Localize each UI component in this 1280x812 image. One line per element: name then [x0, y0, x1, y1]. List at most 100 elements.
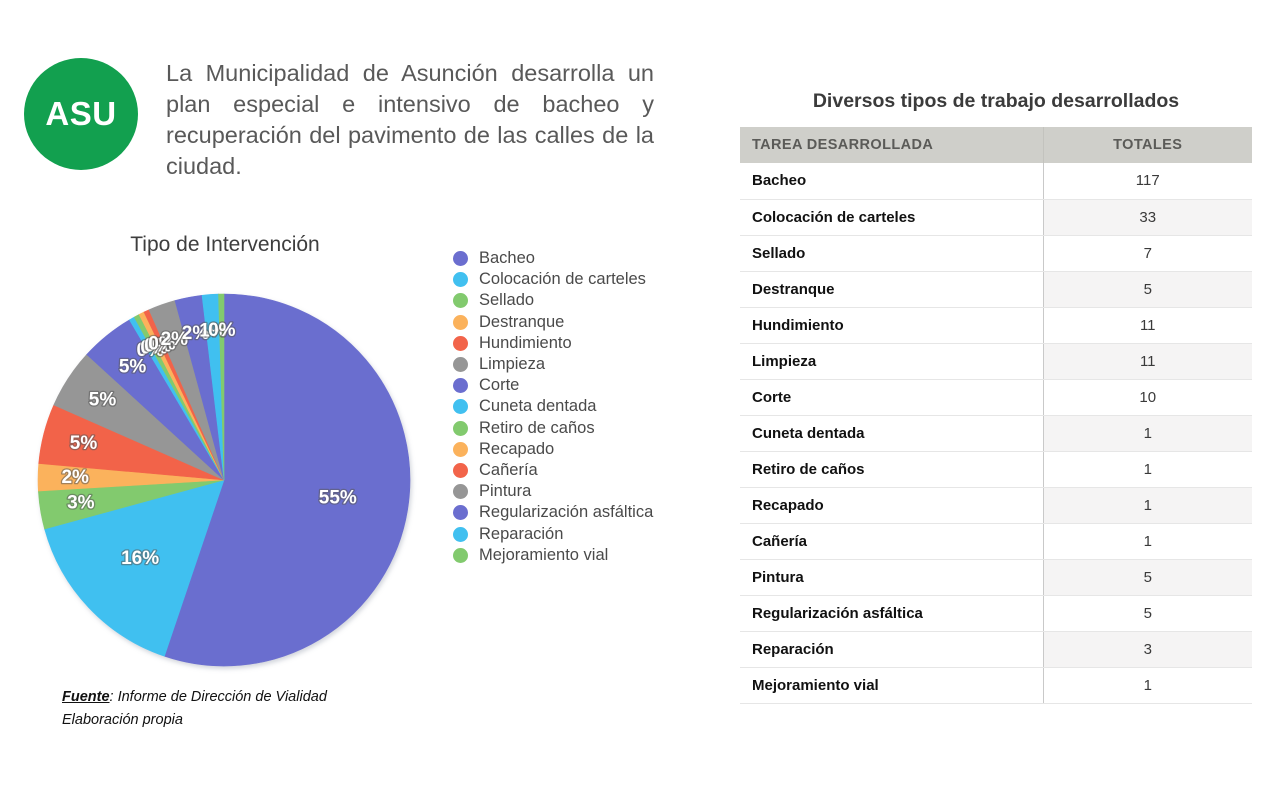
pie-slice-label: 5%: [89, 390, 117, 411]
legend-item[interactable]: Cañería: [453, 460, 703, 481]
table-cell-task: Corte: [740, 379, 1043, 416]
table-cell-task: Pintura: [740, 559, 1043, 596]
legend-item[interactable]: Recapado: [453, 439, 703, 460]
table-row[interactable]: Mejoramiento vial 1: [740, 667, 1252, 704]
table-cell-total: 5: [1042, 559, 1252, 596]
column-header-total: TOTALES: [1042, 127, 1252, 163]
chart-panel: Tipo de Intervención 55% 16% 3% 2% 5% 5% 5% 0% 0…: [0, 225, 710, 745]
table-row[interactable]: Recapado 1: [740, 487, 1252, 524]
legend-item-label: Sellado: [479, 291, 535, 310]
table-title: Diversos tipos de trabajo desarrollados: [812, 90, 1180, 112]
table-cell-total: 11: [1042, 307, 1252, 344]
table-row[interactable]: Pintura 5: [740, 559, 1252, 596]
legend-item-label: Recapado: [479, 439, 555, 458]
legend-item-label: Mejoramiento vial: [479, 545, 609, 564]
pie-slice-label: 2%: [61, 467, 89, 488]
legend-item[interactable]: Bacheo: [453, 248, 703, 269]
header-block: ASU La Municipalidad de Asunción desarro…: [0, 0, 700, 200]
table-cell-total: 1: [1042, 523, 1252, 560]
legend-item-label: Reparación: [479, 524, 564, 543]
table-row[interactable]: Sellado 7: [740, 235, 1252, 272]
table-cell-task: Colocación de carteles: [740, 199, 1043, 236]
table-row[interactable]: Corte 10: [740, 379, 1252, 416]
table-cell-task: Retiro de caños: [740, 451, 1043, 488]
legend-item-label: Limpieza: [479, 355, 546, 374]
legend-item[interactable]: Destranque: [453, 312, 703, 333]
column-header-task: TAREA DESARROLLADA: [740, 127, 1043, 163]
pie-slice-label: 2%: [182, 323, 210, 344]
legend-item[interactable]: Cuneta dentada: [453, 396, 703, 417]
table-body: Bacheo 117 Colocación de carteles 33 Sellado…: [740, 163, 1252, 704]
chart-title: Tipo de Intervención: [130, 233, 320, 256]
legend-item-label: Destranque: [479, 312, 565, 331]
table-row[interactable]: Bacheo 117: [740, 163, 1252, 200]
legend-swatch-icon: [453, 420, 468, 436]
table-cell-total: 11: [1042, 343, 1252, 380]
pie-slice-label: 5%: [70, 433, 98, 454]
legend-swatch-icon: [453, 505, 468, 521]
legend-swatch-icon: [453, 293, 468, 309]
table-cell-total: 5: [1042, 595, 1252, 632]
pie-chart-svg: 55%16%3%2%5%5%5%0%0%0%0%2%2%1%0%: [37, 293, 411, 667]
pie-slice-label: 0%: [136, 340, 164, 361]
table-cell-total: 117: [1042, 163, 1252, 200]
table-row[interactable]: Cañería 1: [740, 523, 1252, 560]
table-panel: Diversos tipos de trabajo desarrollados …: [740, 90, 1252, 704]
table-row[interactable]: Destranque 5: [740, 271, 1252, 308]
table-header-row: TAREA DESARROLLADA TOTALES: [740, 127, 1252, 163]
table-cell-task: Regularización asfáltica: [740, 595, 1043, 632]
legend-item-label: Bacheo: [479, 249, 535, 268]
table-row[interactable]: Regularización asfáltica 5: [740, 595, 1252, 632]
legend-item[interactable]: Corte: [453, 375, 703, 396]
legend-item[interactable]: Colocación de carteles: [453, 269, 703, 290]
table-row[interactable]: Cuneta dentada 1: [740, 415, 1252, 452]
asu-logo: ASU: [24, 58, 138, 170]
table-row[interactable]: Colocación de carteles 33: [740, 199, 1252, 236]
pie-slice[interactable]: [218, 293, 225, 481]
legend-item[interactable]: Pintura: [453, 481, 703, 502]
legend-item-label: Cuneta dentada: [479, 397, 597, 416]
footnote: Fuente: Informe de Dirección de Vialidad…: [62, 686, 327, 732]
legend-swatch-icon: [453, 251, 468, 267]
table-cell-total: 3: [1042, 631, 1252, 668]
legend-swatch-icon: [453, 399, 468, 415]
footnote-source-label: Fuente: [62, 689, 110, 705]
legend-swatch-icon: [453, 314, 468, 330]
table-cell-total: 10: [1042, 379, 1252, 416]
table-row[interactable]: Reparación 3: [740, 631, 1252, 668]
table-cell-task: Mejoramiento vial: [740, 667, 1043, 704]
pie-slice-label: 0%: [148, 334, 176, 355]
pie-slices-group: [37, 293, 411, 667]
legend-swatch-icon: [453, 462, 468, 478]
table-cell-total: 1: [1042, 451, 1252, 488]
table-row[interactable]: Retiro de caños 1: [740, 451, 1252, 488]
works-table: TAREA DESARROLLADA TOTALES Bacheo 117 Colo…: [740, 127, 1252, 704]
legend-item-label: Regularización asfáltica: [479, 503, 654, 522]
legend-item-label: Hundimiento: [479, 333, 572, 352]
legend-swatch-icon: [453, 357, 468, 373]
legend-item[interactable]: Mejoramiento vial: [453, 545, 703, 566]
pie-chart: 55% 16% 3% 2% 5% 5% 5% 0% 0% 0% 0% 2% 2% 1% 0%: [20, 240, 430, 690]
legend-item[interactable]: Sellado: [453, 290, 703, 311]
legend-item[interactable]: Hundimiento: [453, 333, 703, 354]
intro-paragraph: La Municipalidad de Asunción desarrolla …: [166, 60, 654, 179]
pie-slice[interactable]: [44, 479, 225, 657]
table-cell-task: Cañería: [740, 523, 1043, 560]
table-cell-task: Recapado: [740, 487, 1043, 524]
pie-slice[interactable]: [164, 293, 411, 667]
legend-item[interactable]: Limpieza: [453, 354, 703, 375]
pie-slice-label: 3%: [67, 493, 95, 514]
pie-slice-label: 16%: [121, 548, 159, 569]
pie-slice-label: 0%: [208, 320, 236, 341]
legend-swatch-icon: [453, 526, 468, 542]
table-row[interactable]: Limpieza 11: [740, 343, 1252, 380]
table-cell-task: Hundimiento: [740, 307, 1043, 344]
legend-item[interactable]: Retiro de caños: [453, 418, 703, 439]
pie-slice-label: 0%: [140, 338, 168, 359]
table-head: TAREA DESARROLLADA TOTALES: [740, 127, 1252, 163]
footnote-line-1: Fuente: Informe de Dirección de Vialidad: [62, 686, 327, 709]
legend-item-label: Corte: [479, 376, 520, 395]
legend-item[interactable]: Regularización asfáltica: [453, 502, 703, 523]
legend-item[interactable]: Reparación: [453, 523, 703, 544]
table-row[interactable]: Hundimiento 11: [740, 307, 1252, 344]
